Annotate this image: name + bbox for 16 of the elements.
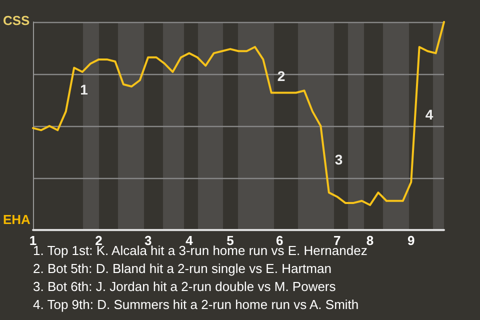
text: 4. Top 9th: D. Summers hit a 2-run home run vs A. Smith [33,297,359,312]
annotation: 4 [425,106,434,123]
text: CSS [3,13,30,28]
x-tick-label: 4 [186,233,194,248]
text: 3. Bot 6th: J. Jordan hit a 2-run double vs M. Powers [33,279,336,294]
x-tick-label: 6 [276,233,284,248]
text: 2. Bot 5th: D. Bland hit a 2-run single vs E. Hartman [33,261,332,276]
annotation: 3 [334,151,343,168]
text: EHA [3,212,32,227]
x-tick-label: 7 [334,233,341,248]
annotation: 2 [277,68,286,84]
x-tick-label: 8 [366,233,374,248]
x-tick-label: 9 [408,233,415,248]
x-tick-label: 5 [226,233,234,248]
annotation: 1 [80,82,88,98]
x-tick-label: 3 [144,233,152,248]
